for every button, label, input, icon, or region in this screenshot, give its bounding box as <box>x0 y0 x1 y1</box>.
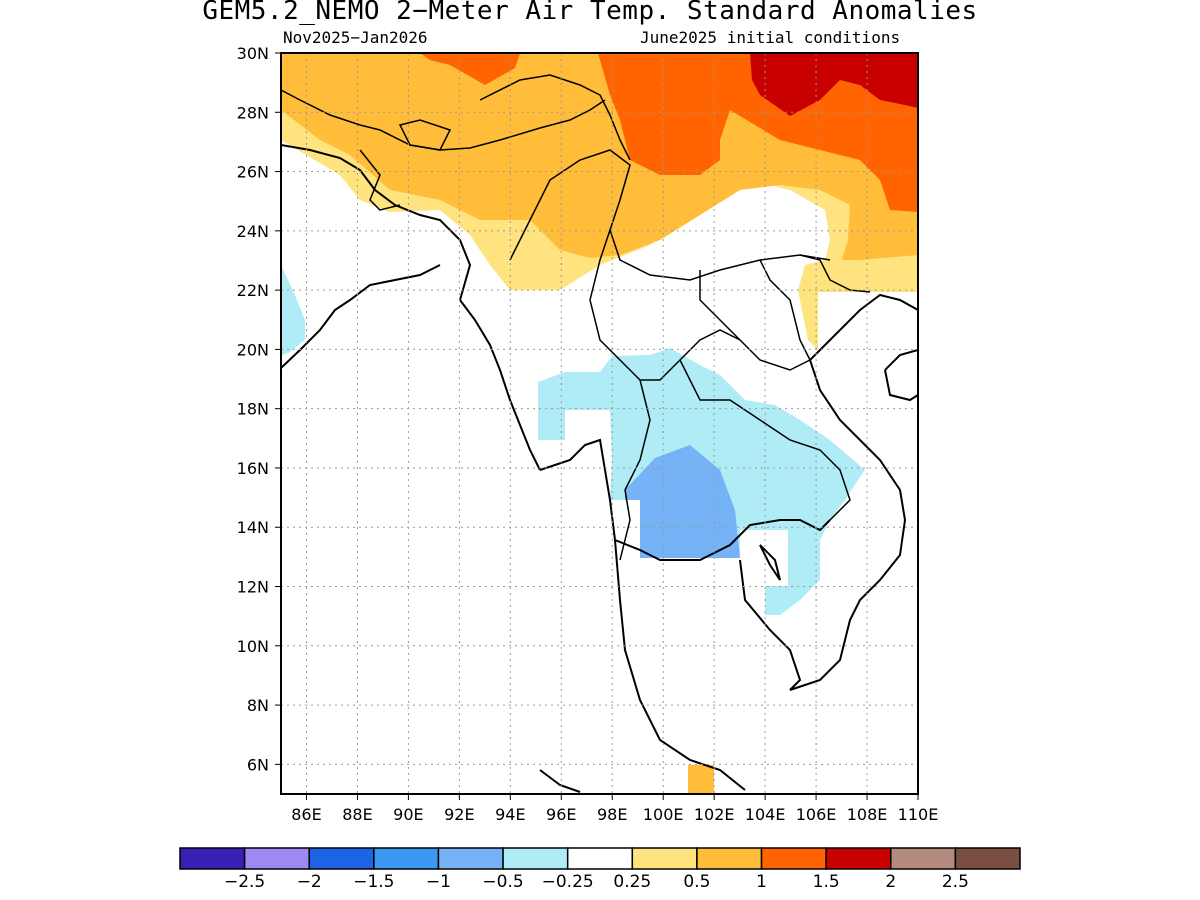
y-tick-label: 22N <box>237 281 269 300</box>
map-frame <box>280 52 919 795</box>
x-tick-label: 102E <box>694 805 735 824</box>
x-tick-label: 92E <box>444 805 474 824</box>
x-tick-label: 90E <box>393 805 423 824</box>
legend-swatch <box>502 847 569 870</box>
x-tick-label: 106E <box>796 805 837 824</box>
forecast-period: Nov2025−Jan2026 <box>283 28 428 47</box>
x-tick-label: 96E <box>546 805 576 824</box>
legend-label: 1 <box>756 872 767 892</box>
anomaly-region-neg0.25-west <box>281 265 305 356</box>
legend-label: −0.25 <box>542 872 594 892</box>
y-tick-label: 8N <box>247 696 269 715</box>
anomaly-region-1-small <box>420 53 520 85</box>
anomaly-field <box>281 53 918 794</box>
legend-swatch <box>760 847 827 870</box>
x-tick-label: 100E <box>643 805 684 824</box>
x-tick-label: 108E <box>847 805 888 824</box>
legend-label: −1.5 <box>353 872 394 892</box>
x-tick-label: 86E <box>291 805 321 824</box>
anomaly-region-1.5 <box>750 53 918 116</box>
legend-swatch <box>308 847 375 870</box>
legend-swatch <box>825 847 892 870</box>
y-tick-label: 10N <box>237 637 269 656</box>
y-tick-label: 16N <box>237 459 269 478</box>
legend-label: −2 <box>297 872 322 892</box>
chart-title: GEM5.2_NEMO 2−Meter Air Temp. Standard A… <box>202 0 978 26</box>
legend-swatch <box>890 847 957 870</box>
legend-label: 1.5 <box>813 872 840 892</box>
y-tick-label: 28N <box>237 103 269 122</box>
x-tick-label: 104E <box>745 805 786 824</box>
y-axis-ticks: 6N 8N 10N 12N 14N 16N 18N 20N 22N 24N 26N 28N 30N <box>237 44 281 774</box>
legend-swatch <box>243 847 310 870</box>
coastlines <box>281 144 918 793</box>
y-tick-label: 6N <box>247 755 269 774</box>
y-tick-label: 14N <box>237 518 269 537</box>
x-tick-label: 110E <box>898 805 939 824</box>
legend-label: 2 <box>885 872 896 892</box>
country-borders <box>281 74 871 561</box>
x-tick-label: 98E <box>597 805 627 824</box>
y-tick-label: 18N <box>237 400 269 419</box>
legend-swatch <box>631 847 698 870</box>
legend-swatch <box>437 847 504 870</box>
y-tick-label: 24N <box>237 222 269 241</box>
legend-label: 0.5 <box>683 872 710 892</box>
legend-swatch <box>696 847 763 870</box>
legend-swatch <box>373 847 440 870</box>
legend-swatch <box>566 847 634 870</box>
initial-conditions: June2025 initial conditions <box>640 28 901 47</box>
y-tick-label: 20N <box>237 340 269 359</box>
legend-label: 0.25 <box>613 872 651 892</box>
legend-swatch <box>954 847 1021 870</box>
legend-label: −2.5 <box>224 872 265 892</box>
y-tick-label: 12N <box>237 578 269 597</box>
y-tick-label: 30N <box>237 44 269 63</box>
legend-swatch <box>179 847 246 870</box>
legend-label: −0.5 <box>482 872 523 892</box>
legend-label: 2.5 <box>942 872 969 892</box>
grid-lines <box>281 53 919 794</box>
y-tick-label: 26N <box>237 163 269 182</box>
x-tick-label: 88E <box>342 805 372 824</box>
anomaly-region-neg0.5 <box>625 445 740 558</box>
anomaly-region-1 <box>598 53 918 212</box>
x-tick-label: 94E <box>495 805 525 824</box>
legend-label: −1 <box>426 872 451 892</box>
color-legend: −2.5 −2 −1.5 −1 −0.5 −0.25 0.25 0.5 1 1.5 2 2.5 <box>179 847 1021 892</box>
anomaly-region-0.5-south <box>688 765 714 794</box>
x-axis-ticks: 86E 88E 90E 92E 94E 96E 98E 100E 102E 104E 106E 108… <box>291 794 938 824</box>
